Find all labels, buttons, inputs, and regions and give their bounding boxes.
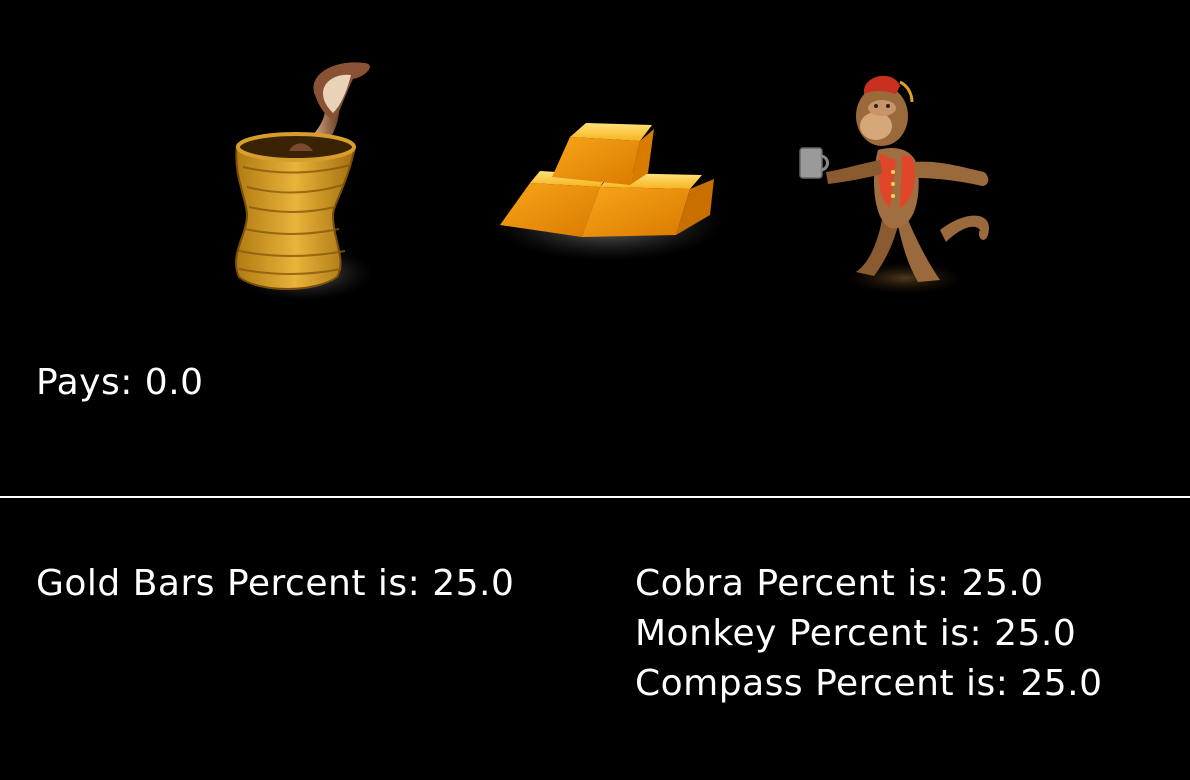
gold-bars-percent-label: Gold Bars Percent is: 25.0 <box>36 563 515 604</box>
gold-bars-icon <box>493 123 723 261</box>
monkey-percent-label: Monkey Percent is: 25.0 <box>635 613 1077 654</box>
compass-percent-label: Compass Percent is: 25.0 <box>635 663 1103 704</box>
reel-slot-2 <box>490 115 725 265</box>
monkey-icon <box>799 75 990 294</box>
reel-slot-3 <box>790 60 1005 300</box>
divider <box>0 496 1190 498</box>
cobra-basket-icon <box>234 62 373 301</box>
cobra-percent-label: Cobra Percent is: 25.0 <box>635 563 1044 604</box>
pays-label: Pays: 0.0 <box>36 362 204 403</box>
reel-slot-1 <box>215 55 385 305</box>
